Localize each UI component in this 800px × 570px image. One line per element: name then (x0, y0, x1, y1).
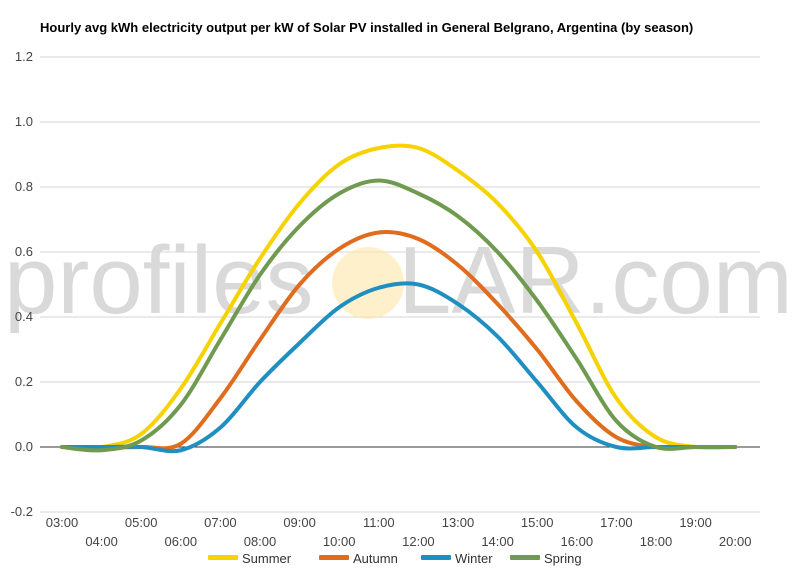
series-line-autumn (60, 230, 738, 451)
x-tick-label: 06:00 (165, 534, 198, 549)
x-tick-label: 19:00 (679, 515, 712, 530)
series-line-spring (60, 178, 738, 453)
x-tick-label: 12:00 (402, 534, 435, 549)
legend-label-autumn: Autumn (353, 551, 398, 566)
x-tick-label: 11:00 (363, 515, 395, 530)
x-tick-label: 07:00 (204, 515, 237, 530)
y-axis: -0.2 0.0 0.2 0.4 0.6 0.8 1.0 1.2 (11, 49, 33, 519)
x-tick-label: 05:00 (125, 515, 158, 530)
x-tick-label: 09:00 (283, 515, 316, 530)
legend-label-winter: Winter (455, 551, 493, 566)
x-tick-label: 16:00 (561, 534, 594, 549)
legend-label-summer: Summer (242, 551, 292, 566)
x-tick-label: 08:00 (244, 534, 277, 549)
x-tick-label: 20:00 (719, 534, 752, 549)
x-tick-label: 13:00 (442, 515, 475, 530)
watermark-text-right: LAR.com (398, 227, 793, 334)
y-tick-label: 0.2 (15, 374, 33, 389)
y-tick-label: 0.6 (15, 244, 33, 259)
y-tick-label: 0.4 (15, 309, 33, 324)
x-tick-label: 03:00 (46, 515, 79, 530)
x-axis: 03:00 04:00 05:00 06:00 07:00 08:00 09:00 10:00… (46, 515, 752, 549)
series-line-summer (60, 143, 738, 450)
watermark-text-left: profiles (4, 227, 313, 334)
legend-swatch-summer (208, 555, 238, 560)
grid-lines (40, 56, 760, 513)
chart-title: Hourly avg kWh electricity output per kW… (40, 20, 694, 35)
y-tick-label: 1.2 (15, 49, 33, 64)
series-lines (60, 143, 738, 454)
legend-swatch-spring (510, 555, 540, 560)
x-tick-label: 14:00 (481, 534, 514, 549)
y-tick-label: 0.8 (15, 179, 33, 194)
y-tick-label: -0.2 (11, 504, 33, 519)
x-tick-label: 10:00 (323, 534, 356, 549)
legend-label-spring: Spring (544, 551, 582, 566)
legend-swatch-autumn (319, 555, 349, 560)
x-tick-label: 17:00 (600, 515, 633, 530)
y-tick-label: 0.0 (15, 439, 33, 454)
x-tick-label: 04:00 (85, 534, 118, 549)
watermark: profiles LAR.com (4, 227, 793, 334)
legend-swatch-winter (421, 555, 451, 560)
legend: Summer Autumn Winter Spring (208, 551, 582, 566)
x-tick-label: 15:00 (521, 515, 554, 530)
y-tick-label: 1.0 (15, 114, 33, 129)
x-tick-label: 18:00 (640, 534, 673, 549)
series-line-winter (60, 281, 738, 454)
